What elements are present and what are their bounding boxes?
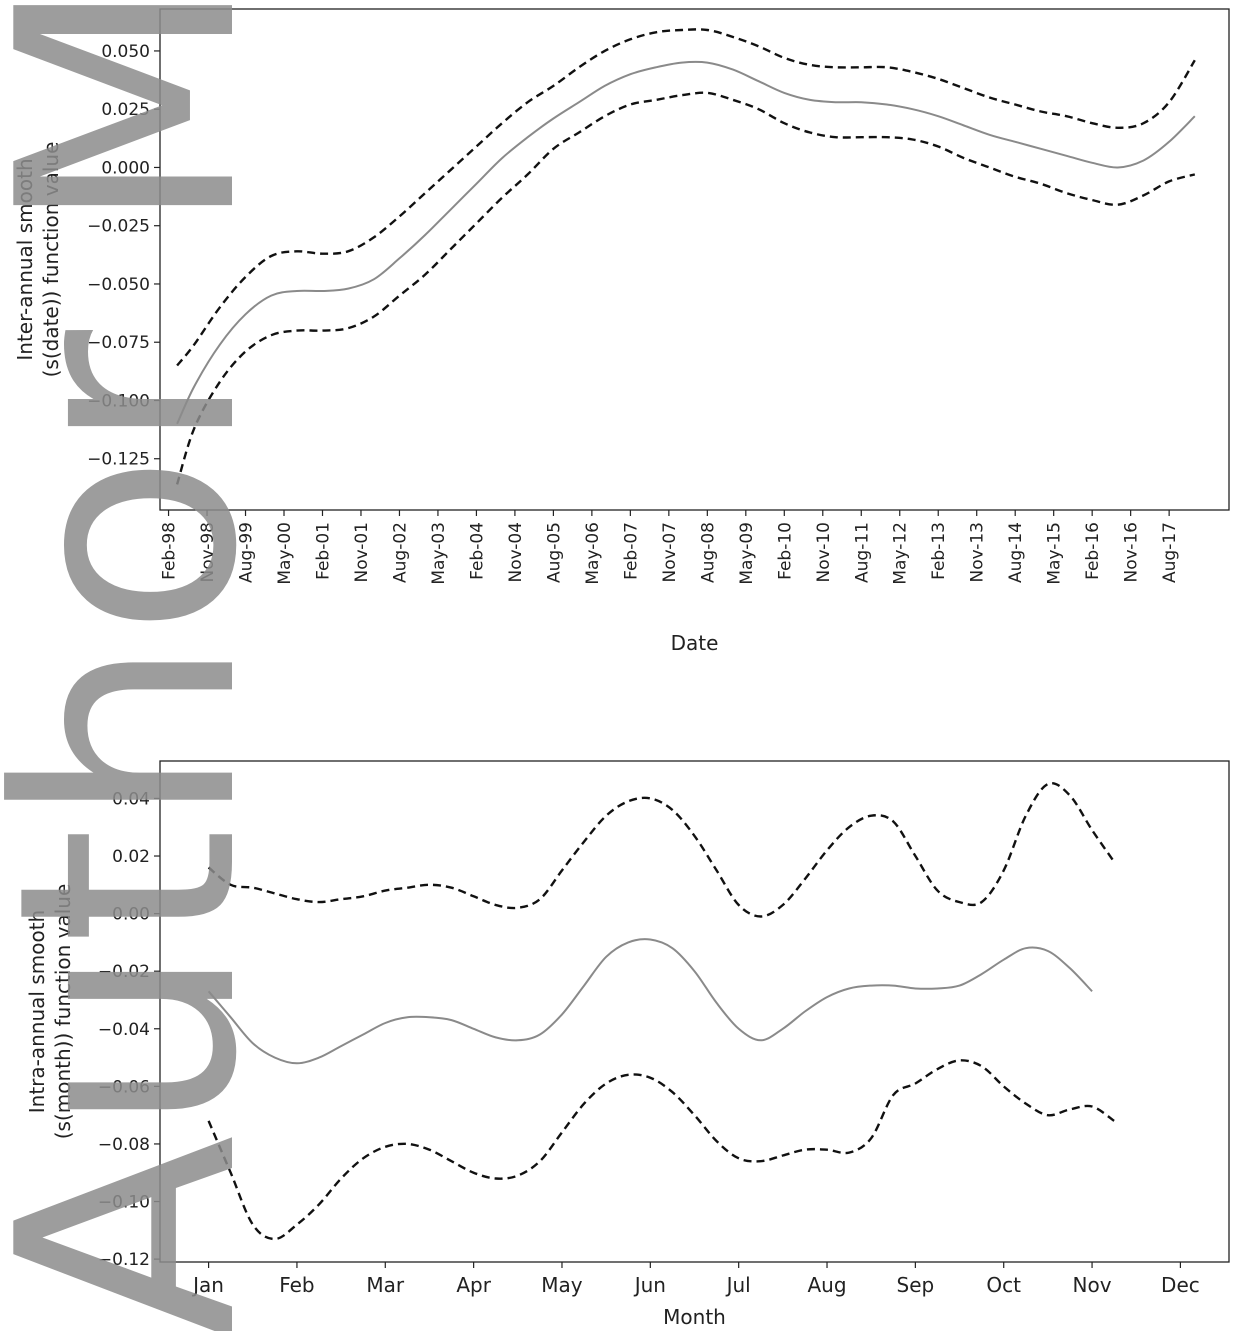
x-tick-label: Aug-17 [1160, 522, 1180, 583]
y-tick-label: −0.050 [87, 275, 150, 295]
watermark-layer: Author Manuscript [0, 0, 303, 1331]
series-ci-upper-line [207, 782, 1116, 918]
x-tick-label: May-00 [275, 522, 295, 585]
x-tick-label: Aug-11 [852, 522, 872, 583]
y-tick-label: −0.075 [87, 333, 150, 353]
plot-frame [159, 760, 1230, 1263]
x-tick-label: Dec [1161, 1273, 1200, 1297]
y-axis-label-line: (s(date)) function value [39, 142, 63, 378]
y-axis-label-line: Intra-annual smooth [25, 910, 49, 1113]
intra-annual-smooth-chart: 0.04 0.02 0.00 −0.02 −0.04 −0.06 −0.08 −0.10 −0.… [25, 760, 1230, 1329]
y-tick-label: 0.025 [101, 100, 150, 120]
watermark: Author Manuscript [0, 0, 303, 1331]
series-ci-lower-line [207, 1059, 1115, 1241]
y-tick-label: −0.100 [87, 391, 150, 411]
x-tick-label: Feb-04 [467, 522, 487, 580]
x-tick-label: Nov-07 [660, 522, 680, 583]
x-tick-label: May [541, 1273, 583, 1297]
x-tick-label: Jul [725, 1273, 751, 1297]
x-tick-label: Nov-13 [968, 522, 988, 583]
plot-frame [159, 8, 1230, 511]
x-tick-label: Aug-14 [1006, 522, 1026, 583]
series-fit-line [207, 938, 1093, 1065]
x-tick-label: Feb-01 [314, 522, 334, 580]
x-tick-label: May-12 [891, 522, 911, 585]
x-tick-label: Feb [279, 1273, 314, 1297]
x-tick-label: Nov-04 [506, 522, 526, 583]
y-tick-label: −0.04 [98, 1020, 150, 1040]
x-tick-label: Jun [633, 1273, 666, 1297]
x-tick-label: Feb-10 [775, 522, 795, 580]
x-tick-label: May-03 [429, 522, 449, 585]
y-tick-label: −0.025 [87, 217, 150, 237]
y-tick-label: −0.125 [87, 450, 150, 470]
x-tick-label: May-09 [737, 522, 757, 585]
y-tick-label: −0.06 [98, 1077, 150, 1097]
y-tick-label: 0.02 [112, 847, 150, 867]
series-fit-line [176, 60, 1196, 425]
y-tick-label: 0.04 [112, 789, 150, 809]
x-tick-label: Sep [897, 1273, 935, 1297]
y-tick-label: −0.10 [98, 1193, 150, 1213]
y-tick-label: −0.02 [98, 962, 150, 982]
x-tick-label: Feb-16 [1083, 522, 1103, 580]
x-tick-label: Nov-98 [198, 522, 218, 583]
y-tick-label: −0.08 [98, 1135, 150, 1155]
x-tick-label: Feb-07 [621, 522, 641, 580]
x-tick-label: Aug-05 [544, 522, 564, 583]
x-tick-label: Jan [191, 1273, 224, 1297]
x-tick-label: Nov-10 [814, 522, 834, 583]
x-tick-label: Aug-99 [237, 522, 257, 583]
x-tick-label: Aug-02 [391, 522, 411, 583]
y-tick-label: 0.000 [101, 158, 150, 178]
x-tick-label: Mar [366, 1273, 405, 1297]
x-tick-label: Apr [456, 1273, 491, 1297]
y-tick-label: −0.12 [98, 1250, 150, 1270]
series-ci-lower-line [175, 91, 1196, 485]
x-tick-label: Feb-13 [929, 522, 949, 580]
x-tick-label: Oct [986, 1273, 1021, 1297]
x-tick-label: Nov-16 [1122, 522, 1142, 583]
x-tick-label: May-06 [583, 522, 603, 585]
x-tick-label: Nov-01 [352, 522, 372, 583]
series-ci-upper-line [176, 28, 1196, 367]
x-axis-label: Date [671, 631, 719, 655]
x-tick-label: Nov [1073, 1273, 1112, 1297]
x-axis-label: Month [663, 1305, 726, 1329]
inter-annual-smooth-chart: 0.050 0.025 0.000 −0.025 −0.050 −0.075 −0.100 −… [13, 8, 1230, 655]
y-axis-label-line: (s(month)) function value [51, 884, 75, 1140]
y-tick-label: 0.00 [112, 905, 150, 925]
y-axis-label-line: Inter-annual smooth [13, 158, 37, 360]
y-tick-label: 0.050 [101, 42, 150, 62]
x-tick-label: Feb-98 [160, 522, 180, 580]
x-tick-label: Aug-08 [698, 522, 718, 583]
x-tick-label: Aug [807, 1273, 846, 1297]
x-tick-label: May-15 [1045, 522, 1065, 585]
